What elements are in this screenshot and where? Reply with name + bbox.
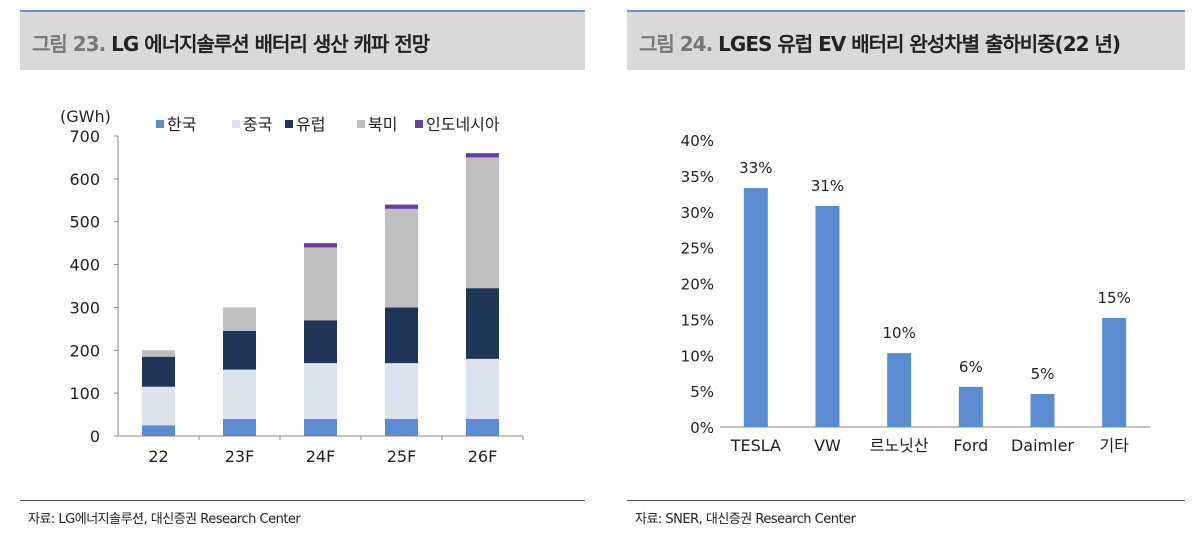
bar-VW xyxy=(815,206,840,427)
x-tick-label: VW xyxy=(814,436,841,455)
y-tick-label: 20% xyxy=(681,276,714,294)
x-tick-label: 25F xyxy=(387,447,417,466)
y-tick-label: 200 xyxy=(69,341,100,360)
figure-header: 그림 24. LGES 유럽 EV 배터리 완성차별 출하비중(22 년) xyxy=(627,10,1185,70)
data-label: 6% xyxy=(959,358,983,376)
legend-label: 한국 xyxy=(167,115,196,134)
y-tick-label: 35% xyxy=(681,168,714,186)
bar-르노닛산 xyxy=(887,353,912,427)
legend-swatch xyxy=(156,120,164,128)
legend-swatch xyxy=(285,120,293,128)
bar-segment-한국 xyxy=(304,418,337,436)
data-label: 31% xyxy=(811,177,844,195)
bar-segment-인도네시아 xyxy=(304,243,337,248)
y-tick-label: 15% xyxy=(681,311,714,329)
bar-기타 xyxy=(1102,317,1127,427)
bar-segment-유럽 xyxy=(466,288,499,359)
legend-swatch xyxy=(415,120,423,128)
bar-segment-북미 xyxy=(385,208,418,308)
figure-number: 그림 24. xyxy=(639,32,713,56)
y-tick-label: 30% xyxy=(681,204,714,222)
y-tick-label: 40% xyxy=(681,132,714,150)
legend-swatch xyxy=(232,120,240,128)
x-tick-label: TESLA xyxy=(730,436,781,455)
bar-Ford xyxy=(958,386,983,427)
y-tick-label: 400 xyxy=(69,256,100,275)
x-tick-label: 르노닛산 xyxy=(870,436,929,455)
x-tick-label: 23F xyxy=(225,447,255,466)
y-tick-label: 0 xyxy=(90,427,100,446)
legend-label: 인도네시아 xyxy=(426,115,500,134)
bar-segment-북미 xyxy=(304,247,337,321)
bar-segment-북미 xyxy=(223,307,256,331)
bar-segment-북미 xyxy=(466,157,499,289)
bar-TESLA xyxy=(743,188,768,427)
bar-segment-북미 xyxy=(142,350,175,357)
figure-title: LG 에너지솔루션 배터리 생산 캐파 전망 xyxy=(111,32,430,56)
bar-segment-유럽 xyxy=(223,331,256,370)
bar-segment-유럽 xyxy=(385,307,418,364)
y-tick-label: 500 xyxy=(69,213,100,232)
y-tick-label: 600 xyxy=(69,170,100,189)
x-tick-label: 26F xyxy=(468,447,498,466)
figure-title: LGES 유럽 EV 배터리 완성차별 출하비중(22 년) xyxy=(718,32,1121,56)
y-axis-unit: (GWh) xyxy=(60,107,111,126)
bar-Daimler xyxy=(1030,393,1055,427)
y-tick-label: 100 xyxy=(69,384,100,403)
bar-segment-한국 xyxy=(142,425,175,436)
y-tick-label: 10% xyxy=(681,347,714,365)
right-figure: 그림 24. LGES 유럽 EV 배터리 완성차별 출하비중(22 년) 자료… xyxy=(627,10,1185,540)
figure-footer: 자료: LG에너지솔루션, 대신증권 Research Center xyxy=(20,500,585,527)
left-figure: 그림 23. LG 에너지솔루션 배터리 생산 캐파 전망 자료: LG에너지솔… xyxy=(20,10,585,540)
legend-label: 북미 xyxy=(368,115,397,134)
source-note: 자료: SNER, 대신증권 Research Center xyxy=(635,512,856,527)
bar-segment-인도네시아 xyxy=(385,204,418,209)
bar-segment-중국 xyxy=(223,369,256,419)
bar-segment-유럽 xyxy=(142,356,175,387)
data-label: 33% xyxy=(739,159,772,177)
source-note: 자료: LG에너지솔루션, 대신증권 Research Center xyxy=(28,512,301,527)
x-tick-label: Ford xyxy=(953,436,988,455)
y-tick-label: 700 xyxy=(69,127,100,146)
y-tick-label: 0% xyxy=(690,419,714,437)
data-label: 5% xyxy=(1031,365,1055,383)
bar-segment-중국 xyxy=(304,363,337,419)
bar-segment-인도네시아 xyxy=(466,153,499,158)
y-tick-label: 5% xyxy=(690,383,714,401)
figure-number: 그림 23. xyxy=(32,32,106,56)
y-tick-label: 300 xyxy=(69,298,100,317)
bar-segment-중국 xyxy=(142,386,175,426)
bar-segment-한국 xyxy=(466,418,499,436)
bar-segment-중국 xyxy=(466,358,499,419)
x-tick-label: 24F xyxy=(306,447,336,466)
y-tick-label: 25% xyxy=(681,240,714,258)
legend-swatch xyxy=(357,120,365,128)
x-tick-label: 기타 xyxy=(1099,436,1129,455)
x-tick-label: 22 xyxy=(148,447,168,466)
x-tick-label: Daimler xyxy=(1011,436,1074,455)
bar-segment-중국 xyxy=(385,363,418,419)
bar-segment-한국 xyxy=(385,418,418,436)
data-label: 15% xyxy=(1097,289,1130,307)
bar-segment-유럽 xyxy=(304,320,337,364)
figure-footer: 자료: SNER, 대신증권 Research Center xyxy=(627,500,1185,527)
bar-segment-한국 xyxy=(223,418,256,436)
data-label: 10% xyxy=(882,324,915,342)
figure-header: 그림 23. LG 에너지솔루션 배터리 생산 캐파 전망 xyxy=(20,10,585,70)
legend-label: 중국 xyxy=(243,115,272,134)
legend-label: 유럽 xyxy=(296,115,325,134)
